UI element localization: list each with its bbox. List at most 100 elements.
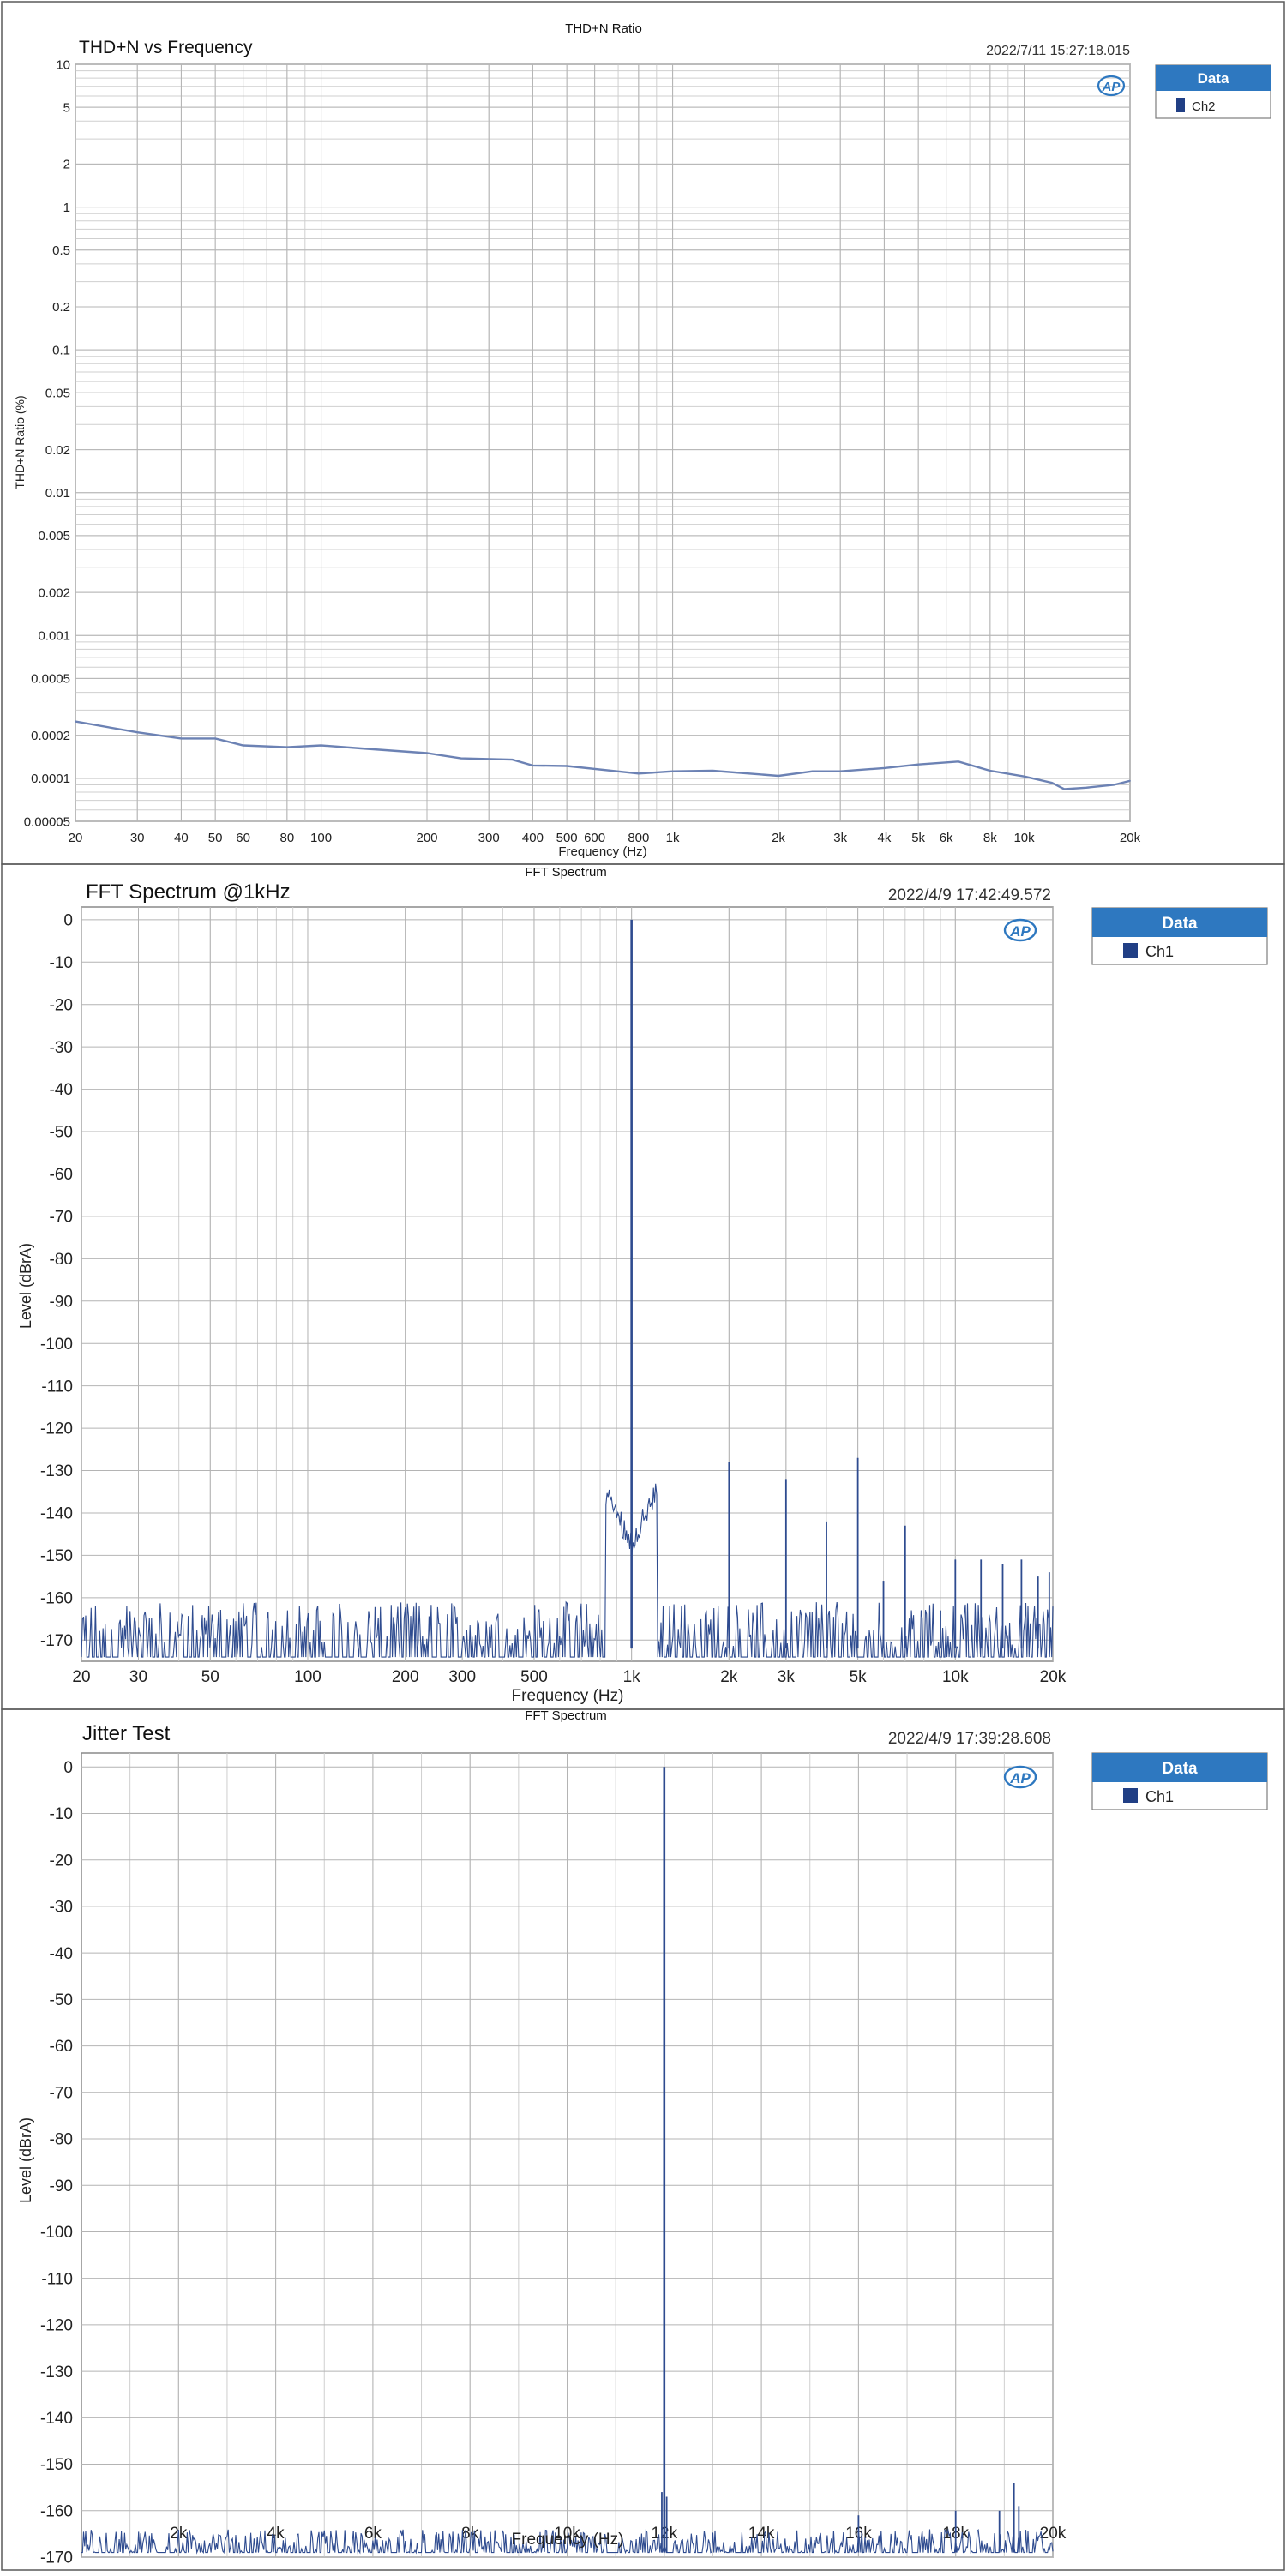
y-tick-label: 0.002 bbox=[38, 585, 70, 600]
y-tick-label: 0.05 bbox=[45, 387, 70, 401]
x-tick-label: 20k bbox=[1120, 831, 1141, 845]
x-tick-label: 30 bbox=[129, 1668, 147, 1686]
y-tick-label: 0.0005 bbox=[31, 672, 70, 687]
y-tick-label: -70 bbox=[50, 2084, 73, 2102]
legend-swatch bbox=[1176, 98, 1185, 112]
x-tick-label: 20 bbox=[69, 831, 83, 845]
noise-floor-trace bbox=[81, 2528, 1054, 2555]
y-tick-label: -20 bbox=[50, 1852, 73, 1870]
ap-logo-ring-icon bbox=[1003, 1765, 1037, 1789]
x-tick-label: 3k bbox=[778, 1668, 796, 1686]
x-axis-label: Frequency (Hz) bbox=[558, 844, 646, 859]
y-tick-label: -60 bbox=[50, 2038, 73, 2056]
y-tick-label: 0.0002 bbox=[31, 729, 70, 743]
x-axis-label: Frequency (Hz) bbox=[512, 1687, 624, 1705]
x-tick-label: 1k bbox=[623, 1668, 641, 1686]
data-point bbox=[1051, 782, 1053, 784]
data-point bbox=[958, 760, 959, 763]
data-series bbox=[75, 720, 1131, 790]
y-tick-label: -30 bbox=[50, 1899, 73, 1917]
x-tick-label: 600 bbox=[584, 831, 605, 845]
chart-timestamp: 2022/7/11 15:27:18.015 bbox=[986, 44, 1130, 58]
ap-logo-ring-icon bbox=[1003, 918, 1037, 942]
y-tick-label: 0.01 bbox=[45, 486, 70, 501]
y-tick-label: -70 bbox=[50, 1209, 73, 1227]
y-tick-label: -160 bbox=[40, 2502, 73, 2520]
y-tick-label: 0.1 bbox=[52, 343, 70, 357]
y-tick-label: -10 bbox=[50, 954, 73, 972]
x-tick-label: 300 bbox=[478, 831, 500, 845]
y-tick-label: 1 bbox=[63, 201, 70, 215]
legend-header-text: Data bbox=[1162, 915, 1198, 933]
legend-header bbox=[1156, 65, 1271, 91]
data-point bbox=[1063, 788, 1066, 790]
y-tick-label: 10 bbox=[56, 57, 70, 72]
x-tick-label: 4k bbox=[267, 2525, 285, 2543]
legend-item-label: Ch1 bbox=[1145, 943, 1174, 960]
data-point bbox=[460, 757, 462, 760]
y-tick-label: -10 bbox=[50, 1805, 73, 1823]
y-tick-label: -20 bbox=[50, 996, 73, 1014]
chart-fft-spectrum-1khz: FFT Spectrum @1kHz FFT Spectrum 2022/4/9… bbox=[17, 865, 1268, 1705]
y-tick-label: -140 bbox=[40, 2410, 73, 2428]
chart-title: THD+N vs Frequency bbox=[79, 38, 253, 57]
y-tick-label: -130 bbox=[40, 1462, 73, 1480]
x-tick-label: 20k bbox=[1040, 2525, 1067, 2543]
data-series bbox=[81, 919, 1054, 1658]
y-tick-label: 5 bbox=[63, 100, 70, 115]
x-tick-label: 20k bbox=[1040, 1668, 1067, 1686]
legend-item-label: Ch2 bbox=[1192, 99, 1216, 114]
x-tick-label: 6k bbox=[364, 2525, 382, 2543]
data-point bbox=[638, 772, 640, 775]
x-tick-label: 5k bbox=[911, 831, 925, 845]
data-point bbox=[426, 752, 428, 754]
ap-logo-ring-icon bbox=[1097, 75, 1126, 97]
panel-frame-jitter bbox=[1, 1708, 1285, 2571]
data-point bbox=[320, 744, 322, 747]
x-tick-label: 500 bbox=[556, 831, 578, 845]
x-tick-labels: 20 30 40 50 60 80 100 200 300 400 500 600 800 1k 2k 3k 4… bbox=[69, 831, 1141, 845]
y-tick-label: -110 bbox=[41, 2270, 73, 2288]
legend-swatch bbox=[1123, 943, 1138, 958]
data-point bbox=[566, 765, 568, 767]
y-tick-label: -100 bbox=[40, 1336, 73, 1354]
legend: Data Ch1 bbox=[1091, 1752, 1268, 1810]
data-point bbox=[286, 746, 288, 748]
legend: Data Ch1 bbox=[1091, 907, 1268, 965]
data-point bbox=[214, 737, 216, 740]
data-point bbox=[917, 763, 919, 766]
chart-title: FFT Spectrum @1kHz bbox=[86, 880, 291, 904]
data-point bbox=[1085, 786, 1087, 789]
ap-logo: AP bbox=[1097, 75, 1126, 97]
x-tick-label: 50 bbox=[208, 831, 223, 845]
y-tick-label: -140 bbox=[40, 1505, 73, 1523]
ap-logo-mark: AP bbox=[1009, 1770, 1031, 1786]
y-axis-label: THD+N Ratio (%) bbox=[13, 395, 27, 489]
data-point bbox=[511, 759, 514, 760]
ap-logo-mark: AP bbox=[1009, 923, 1031, 940]
chart-title: Jitter Test bbox=[82, 1722, 171, 1745]
y-tick-label: 0 bbox=[63, 1759, 73, 1777]
y-tick-label: -60 bbox=[50, 1166, 73, 1184]
x-tick-label: 800 bbox=[628, 831, 649, 845]
y-tick-label: -110 bbox=[41, 1378, 73, 1396]
y-tick-label: -40 bbox=[50, 1081, 73, 1099]
legend-swatch bbox=[1123, 1788, 1138, 1803]
x-tick-labels: 20 30 50 100 200 300 500 1k 2k 3k 5k 10k 20k bbox=[72, 1668, 1066, 1686]
noise-floor-trace bbox=[81, 1483, 1054, 1658]
data-point bbox=[989, 770, 991, 772]
chart-timestamp: 2022/4/9 17:42:49.572 bbox=[888, 886, 1051, 904]
x-tick-label: 4k bbox=[878, 831, 892, 845]
y-tick-label: 0.5 bbox=[52, 243, 70, 258]
y-tick-label: -170 bbox=[40, 1632, 73, 1650]
x-tick-label: 400 bbox=[522, 831, 544, 845]
x-tick-label: 50 bbox=[201, 1668, 219, 1686]
x-tick-label: 6k bbox=[940, 831, 953, 845]
legend-header bbox=[1092, 908, 1267, 937]
x-tick-label: 100 bbox=[294, 1668, 322, 1686]
y-tick-label: 0.00005 bbox=[24, 814, 70, 829]
data-series bbox=[81, 1767, 1054, 2555]
y-tick-label: 0.2 bbox=[52, 300, 70, 315]
y-tick-label: -40 bbox=[50, 1945, 73, 1963]
chart-subtitle: FFT Spectrum bbox=[525, 865, 607, 880]
